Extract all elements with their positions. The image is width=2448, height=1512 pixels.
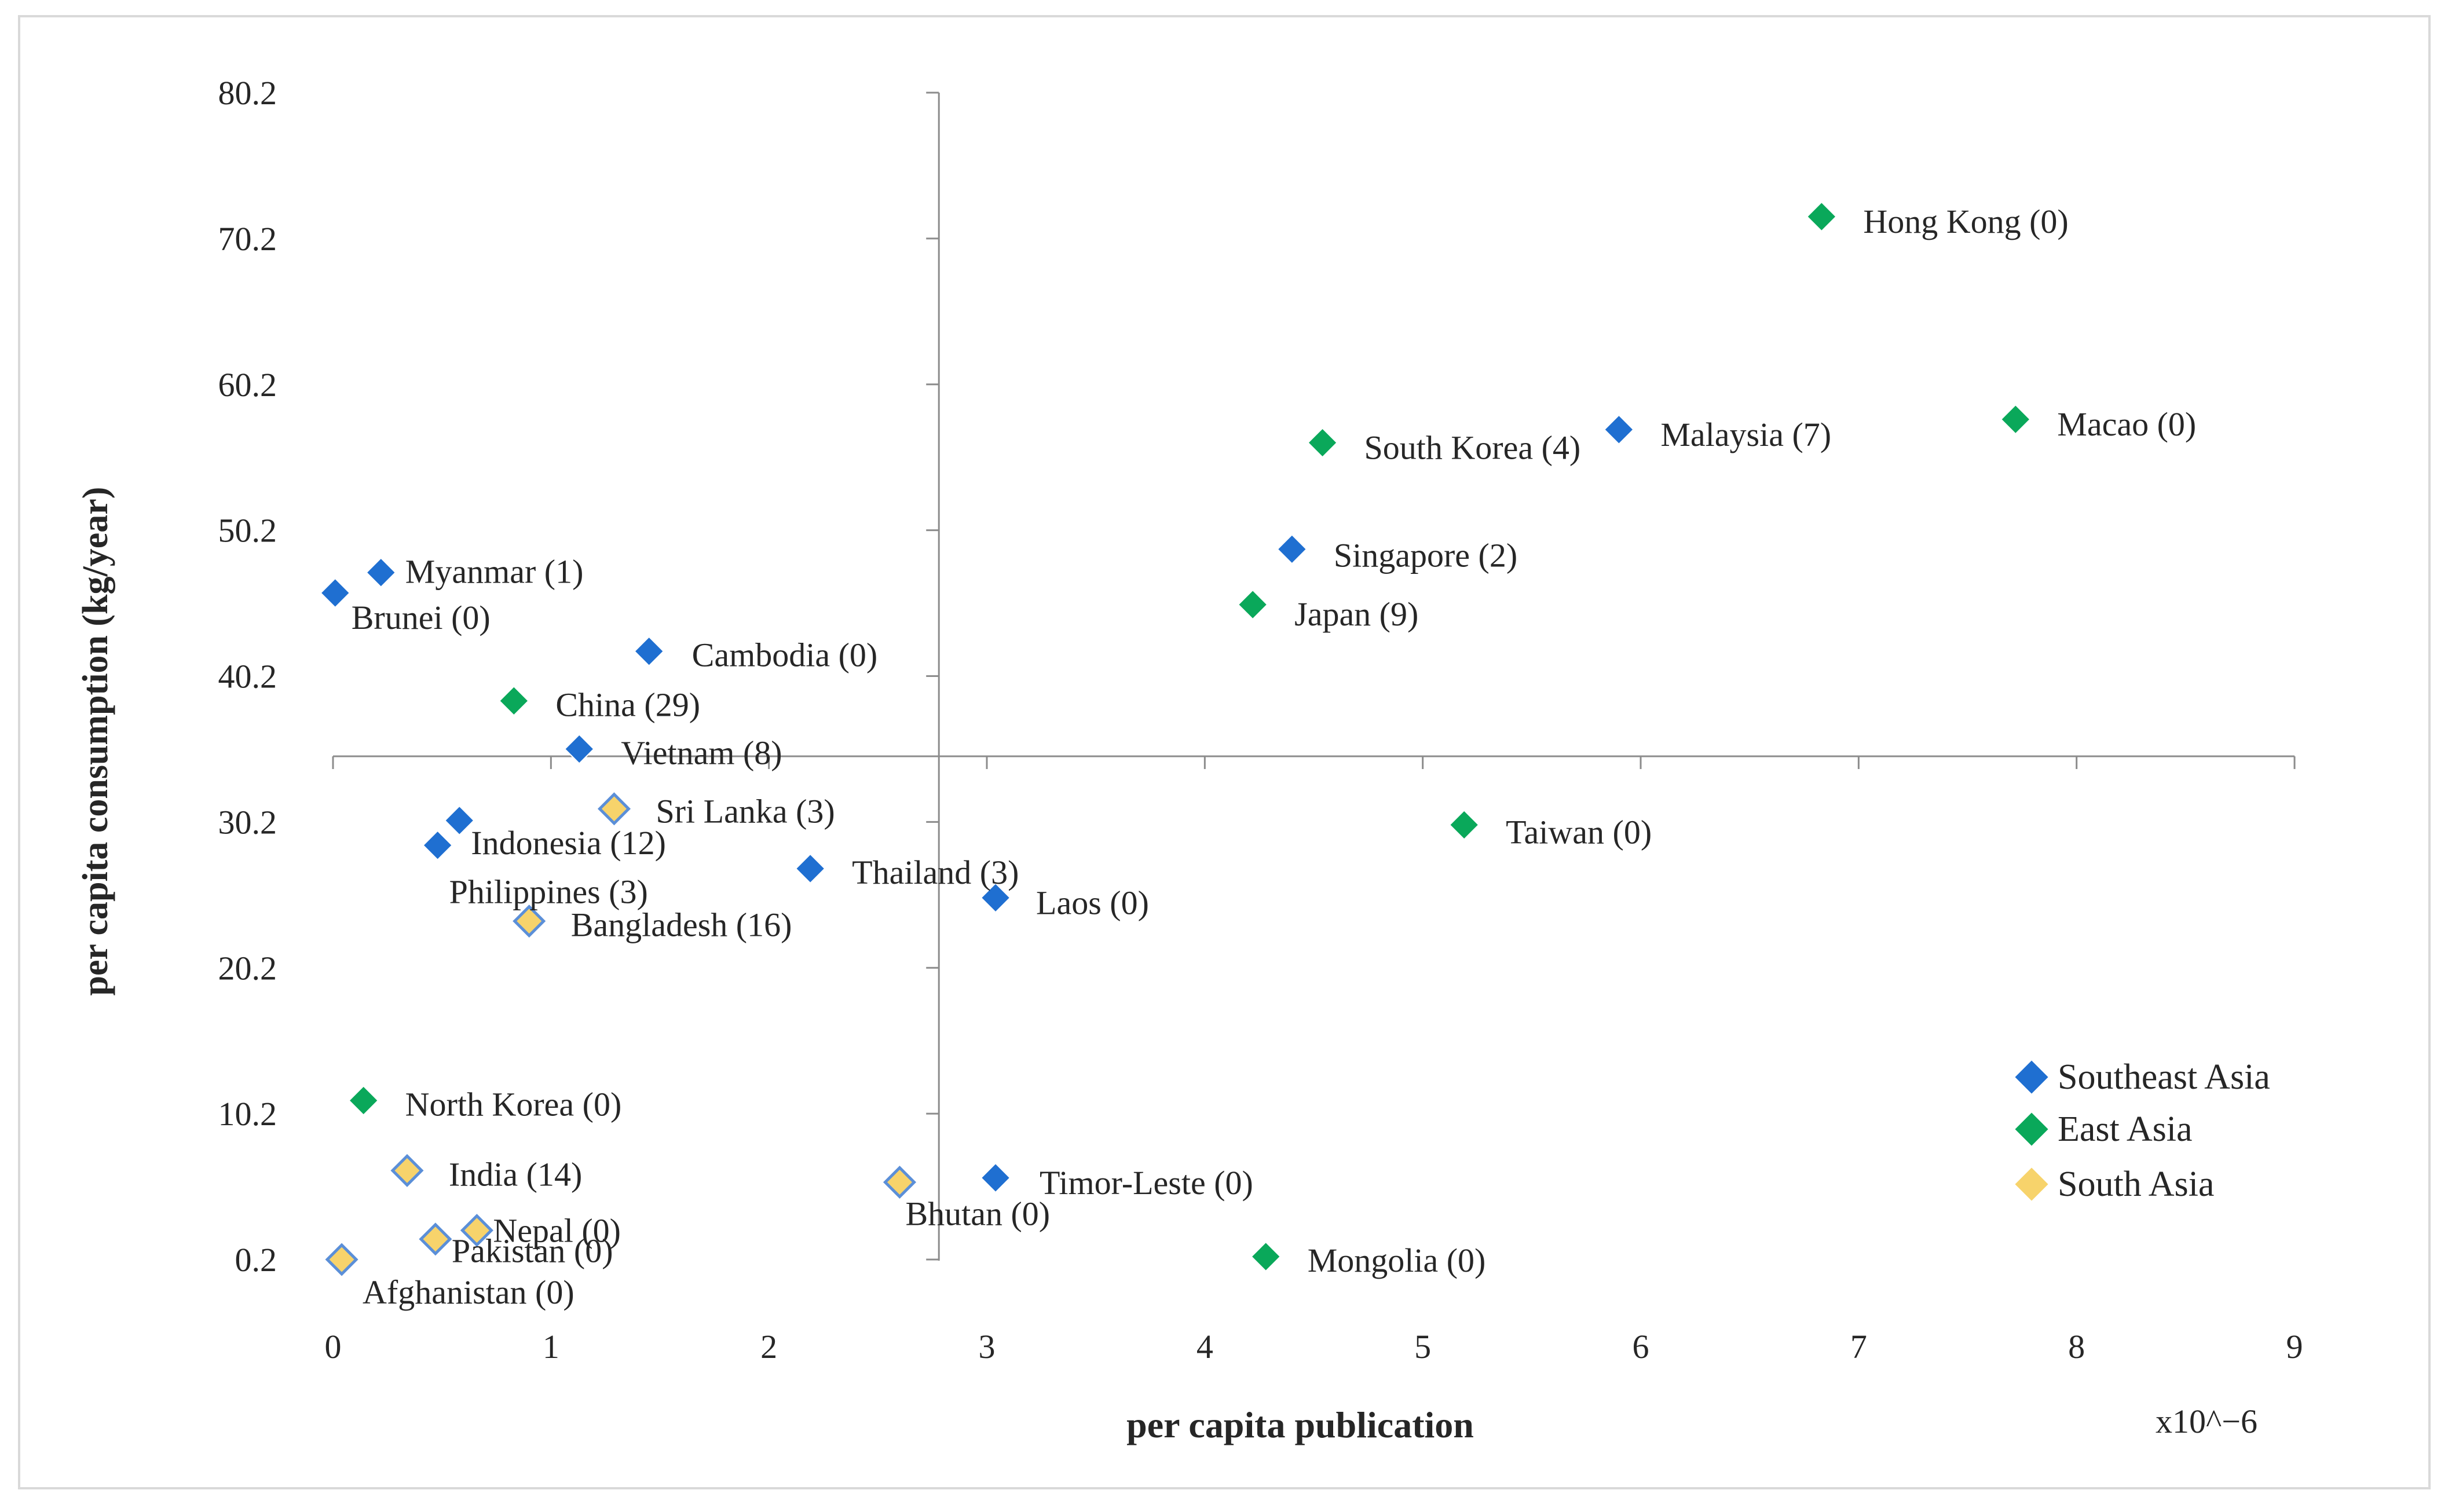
point-brunei [320, 577, 351, 609]
x-tick-label: 6 [1633, 1328, 1649, 1365]
point-label-china: China (29) [555, 686, 700, 723]
point-label-malaysia: Malaysia (7) [1660, 416, 1831, 453]
x-tick-label: 1 [543, 1328, 559, 1365]
point-bhutan [883, 1165, 917, 1199]
point-label-bangladesh: Bangladesh (16) [571, 906, 792, 944]
x-tick-label: 8 [2068, 1328, 2085, 1365]
point-label-north-korea: North Korea (0) [405, 1085, 622, 1123]
point-label-japan: Japan (9) [1294, 595, 1418, 633]
y-tick-label: 0.2 [235, 1241, 277, 1279]
x-tick-label: 0 [325, 1328, 342, 1365]
point-mongolia [1250, 1241, 1282, 1272]
point-vietnam [563, 734, 595, 764]
point-label-afghanistan: Afghanistan (0) [363, 1273, 575, 1311]
point-label-mongolia: Mongolia (0) [1308, 1242, 1486, 1279]
x-tick-label: 3 [979, 1328, 996, 1365]
legend-label-southeast-asia: Southeast Asia [2058, 1057, 2270, 1097]
point-label-bhutan: Bhutan (0) [905, 1195, 1050, 1233]
point-taiwan [1448, 809, 1480, 840]
point-labels: Myanmar (1) Brunei (0) Cambodia (0) Vietnam… [352, 203, 2196, 1311]
point-label-brunei: Brunei (0) [352, 599, 491, 636]
legend-marker-south-asia [2013, 1166, 2050, 1203]
point-china [498, 685, 529, 716]
point-north-korea [348, 1085, 379, 1116]
point-label-macao: Macao (0) [2057, 405, 2196, 443]
point-label-myanmar: Myanmar (1) [405, 553, 584, 591]
chart-border [18, 15, 2431, 1489]
point-nepal [460, 1214, 493, 1247]
point-india [390, 1154, 424, 1187]
legend-label-south-asia: South Asia [2058, 1165, 2214, 1204]
point-malaysia [1603, 414, 1634, 445]
legend: Southeast Asia East Asia South Asia [2013, 1057, 2270, 1204]
point-bangladesh [513, 905, 546, 938]
point-label-singapore: Singapore (2) [1334, 536, 1517, 574]
point-philippines [422, 830, 453, 861]
point-hong-kong [1806, 201, 1837, 232]
point-label-south-korea: South Korea (4) [1364, 429, 1581, 467]
point-singapore [1276, 533, 1308, 565]
point-indonesia [444, 805, 475, 836]
tick-labels: 0 1 2 3 4 5 6 7 8 9 0.2 10.2 20.2 30.2 40.2 50.2 60.2 70.… [218, 74, 2303, 1365]
data-points [320, 201, 2031, 1276]
legend-marker-southeast-asia [2013, 1059, 2050, 1096]
point-macao [2000, 404, 2031, 435]
x-axis-title: per capita publication [1126, 1404, 1474, 1445]
y-tick-label: 70.2 [218, 220, 277, 258]
y-tick-label: 10.2 [218, 1095, 277, 1133]
point-timor-leste [980, 1162, 1011, 1194]
point-label-hong-kong: Hong Kong (0) [1863, 203, 2068, 240]
axes [332, 91, 2296, 1261]
y-tick-label: 50.2 [218, 512, 277, 550]
point-myanmar [365, 557, 397, 588]
point-label-cambodia: Cambodia (0) [692, 636, 878, 674]
y-tick-label: 80.2 [218, 74, 277, 112]
point-label-timor-leste: Timor-Leste (0) [1040, 1164, 1253, 1202]
point-sri-lanka [597, 792, 631, 826]
point-label-vietnam: Vietnam (8) [621, 734, 782, 771]
point-label-taiwan: Taiwan (0) [1506, 813, 1652, 851]
point-label-philippines: Philippines (3) [449, 873, 648, 911]
point-south-korea [1307, 427, 1338, 458]
x-tick-label: 4 [1196, 1328, 1213, 1365]
x-tick-label: 7 [1850, 1328, 1867, 1365]
x-tick-label: 2 [760, 1328, 777, 1365]
point-label-sri-lanka: Sri Lanka (3) [656, 793, 835, 830]
point-label-india: India (14) [449, 1155, 582, 1193]
y-axis-title: per capita consumption (kg/year) [76, 487, 115, 996]
x-tick-label: 5 [1414, 1328, 1431, 1365]
point-laos [980, 882, 1011, 913]
point-cambodia [634, 636, 665, 667]
x-axis-multiplier: x10^−6 [2156, 1403, 2257, 1440]
legend-marker-east-asia [2013, 1111, 2050, 1148]
point-label-indonesia: Indonesia (12) [471, 824, 666, 862]
y-tick-label: 40.2 [218, 658, 277, 695]
y-tick-label: 60.2 [218, 366, 277, 404]
point-label-pakistan: Pakistan (0) [452, 1232, 613, 1270]
point-label-laos: Laos (0) [1036, 884, 1149, 921]
x-tick-label: 9 [2286, 1328, 2303, 1365]
point-label-nepal: Nepal (0) [493, 1212, 621, 1250]
point-pakistan [419, 1222, 452, 1256]
point-label-thailand: Thailand (3) [852, 854, 1019, 891]
point-thailand [795, 853, 826, 884]
point-afghanistan [325, 1243, 358, 1276]
y-tick-label: 20.2 [218, 949, 277, 987]
point-japan [1237, 589, 1268, 620]
legend-label-east-asia: East Asia [2058, 1110, 2192, 1149]
y-tick-label: 30.2 [218, 803, 277, 841]
